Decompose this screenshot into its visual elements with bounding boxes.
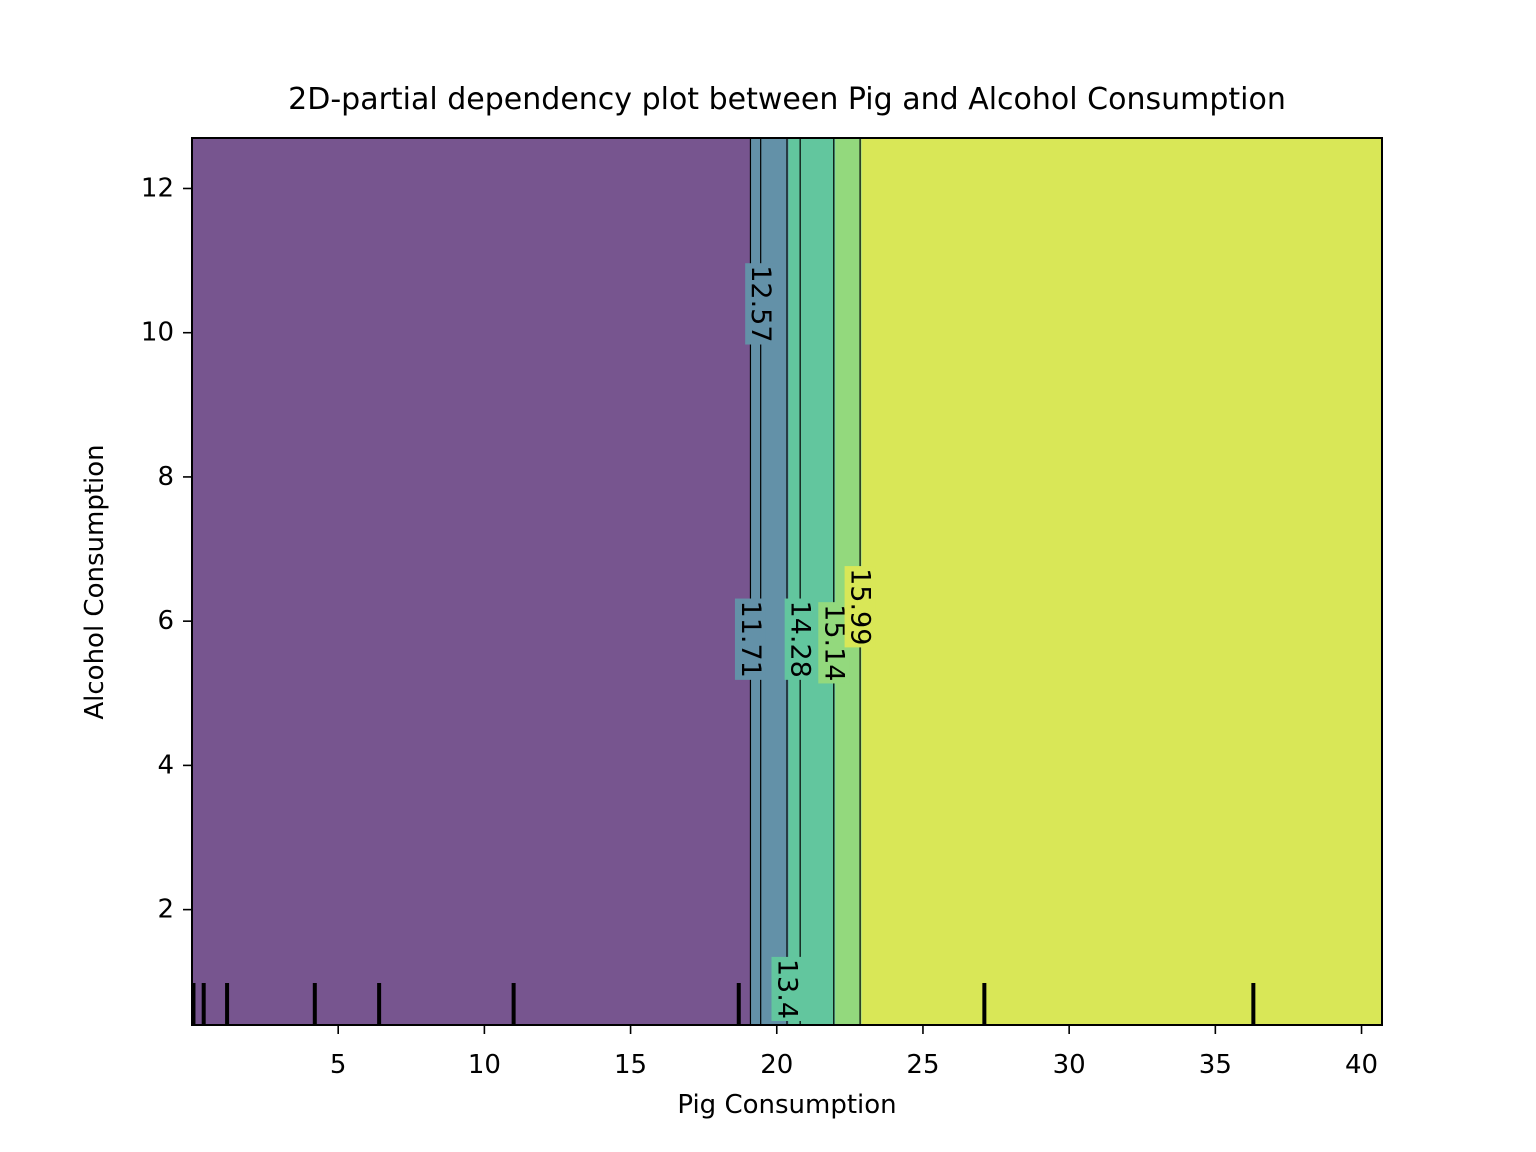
contour-label-14.28: 14.28 <box>785 601 816 678</box>
x-tick-label: 40 <box>1345 1050 1378 1080</box>
x-tick-label: 5 <box>330 1050 347 1080</box>
contour-band-7 <box>861 138 1382 1025</box>
y-tick-label: 4 <box>157 750 174 780</box>
y-tick-label: 12 <box>141 173 174 203</box>
contour-label-gap <box>784 598 816 680</box>
contour-label-12.57: 12.57 <box>745 265 776 342</box>
contour-label-gap <box>844 566 876 648</box>
contour-label-11.71: 11.71 <box>735 601 766 678</box>
x-tick-label: 30 <box>1053 1050 1086 1080</box>
axes-frame <box>191 137 1383 1026</box>
x-tick-label: 25 <box>906 1050 939 1080</box>
x-axis-ticks: 5 10 15 20 25 30 35 40 <box>330 1025 1378 1080</box>
y-axis-ticks: 2 4 6 8 10 12 <box>141 173 192 925</box>
x-tick-label: 35 <box>1199 1050 1232 1080</box>
contour-label-gap <box>771 956 803 1022</box>
y-tick-label: 8 <box>157 462 174 492</box>
x-tick-label: 15 <box>614 1050 647 1080</box>
contour-label-gap <box>734 598 766 680</box>
contour-label-13.4: 13.4 <box>772 959 803 1019</box>
contour-label-15.14: 15.14 <box>818 604 849 681</box>
contour-label-15.99: 15.99 <box>845 568 876 645</box>
x-tick-label: 20 <box>760 1050 793 1080</box>
x-axis-label: Pig Consumption <box>677 1090 897 1120</box>
x-tick-label: 10 <box>468 1050 501 1080</box>
contour-band-5 <box>800 138 836 1025</box>
contour-label-gap <box>818 602 850 684</box>
contour-band-1 <box>192 138 751 1025</box>
contour-label-gap <box>745 263 777 345</box>
y-tick-label: 6 <box>157 606 174 636</box>
y-tick-label: 2 <box>157 895 174 925</box>
chart-title: 2D-partial dependency plot between Pig a… <box>288 82 1286 117</box>
y-tick-label: 10 <box>141 318 174 348</box>
